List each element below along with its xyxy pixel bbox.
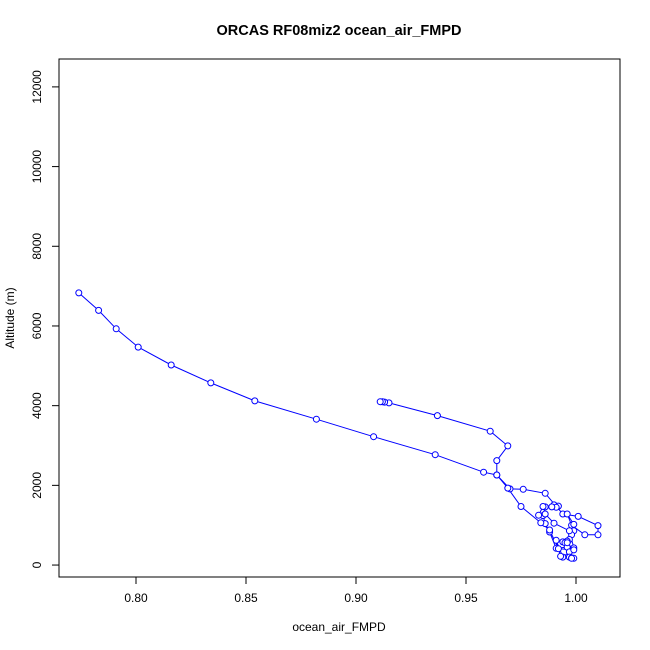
x-axis: 0.80 0.85 0.90 0.95 1.00 — [124, 577, 588, 605]
data-point — [517, 503, 525, 510]
data-point — [480, 468, 488, 476]
data-point — [552, 536, 560, 544]
data-point — [75, 289, 83, 297]
y-tick-label: 8000 — [30, 233, 44, 260]
data-point — [568, 554, 576, 562]
data-point — [251, 397, 259, 405]
x-axis-label: ocean_air_FMPD — [292, 620, 386, 634]
data-point — [550, 519, 558, 527]
data-point — [570, 520, 578, 528]
data-point — [565, 527, 573, 535]
data-point — [519, 485, 527, 493]
data-point — [431, 451, 439, 459]
y-tick-label: 2000 — [30, 472, 44, 499]
data-point — [570, 546, 578, 554]
data-point — [557, 552, 565, 560]
data-point — [433, 412, 441, 420]
plot-area-frame — [58, 58, 621, 578]
data-point — [594, 531, 602, 539]
data-point — [535, 511, 543, 519]
data-point — [541, 489, 549, 497]
data-point — [134, 343, 142, 351]
data-point — [554, 545, 562, 553]
data-point — [112, 325, 120, 333]
y-axis: 0 2000 4000 6000 8000 10000 12000 — [30, 70, 59, 568]
y-tick-label: 12000 — [30, 70, 44, 104]
y-tick-label: 10000 — [30, 150, 44, 184]
data-point — [563, 510, 571, 518]
data-point — [539, 503, 547, 510]
data-point — [370, 433, 378, 441]
data-point — [95, 306, 103, 314]
data-point — [504, 442, 512, 450]
data-point — [167, 361, 175, 369]
x-tick-label: 0.80 — [124, 591, 148, 605]
data-point — [574, 512, 582, 520]
y-tick-label: 0 — [30, 561, 44, 568]
x-tick-label: 0.90 — [344, 591, 368, 605]
data-point — [504, 484, 512, 492]
series-points — [75, 289, 602, 562]
x-tick-label: 0.85 — [234, 591, 258, 605]
x-tick-label: 1.00 — [564, 591, 588, 605]
data-point — [541, 510, 549, 518]
data-point — [493, 471, 501, 479]
data-point — [546, 526, 554, 534]
data-point — [493, 457, 501, 465]
data-point — [594, 522, 602, 530]
y-tick-label: 6000 — [30, 312, 44, 339]
data-point — [537, 519, 545, 527]
y-axis-label: Altitude (m) — [3, 287, 17, 348]
data-point — [581, 531, 589, 539]
data-point — [376, 398, 384, 406]
data-point — [563, 539, 571, 547]
data-point — [312, 415, 320, 423]
x-tick-label: 0.95 — [454, 591, 478, 605]
data-point — [207, 379, 215, 387]
data-point — [548, 503, 556, 511]
y-tick-label: 4000 — [30, 392, 44, 419]
chart-title: ORCAS RF08miz2 ocean_air_FMPD — [217, 23, 462, 39]
data-point — [486, 427, 494, 435]
